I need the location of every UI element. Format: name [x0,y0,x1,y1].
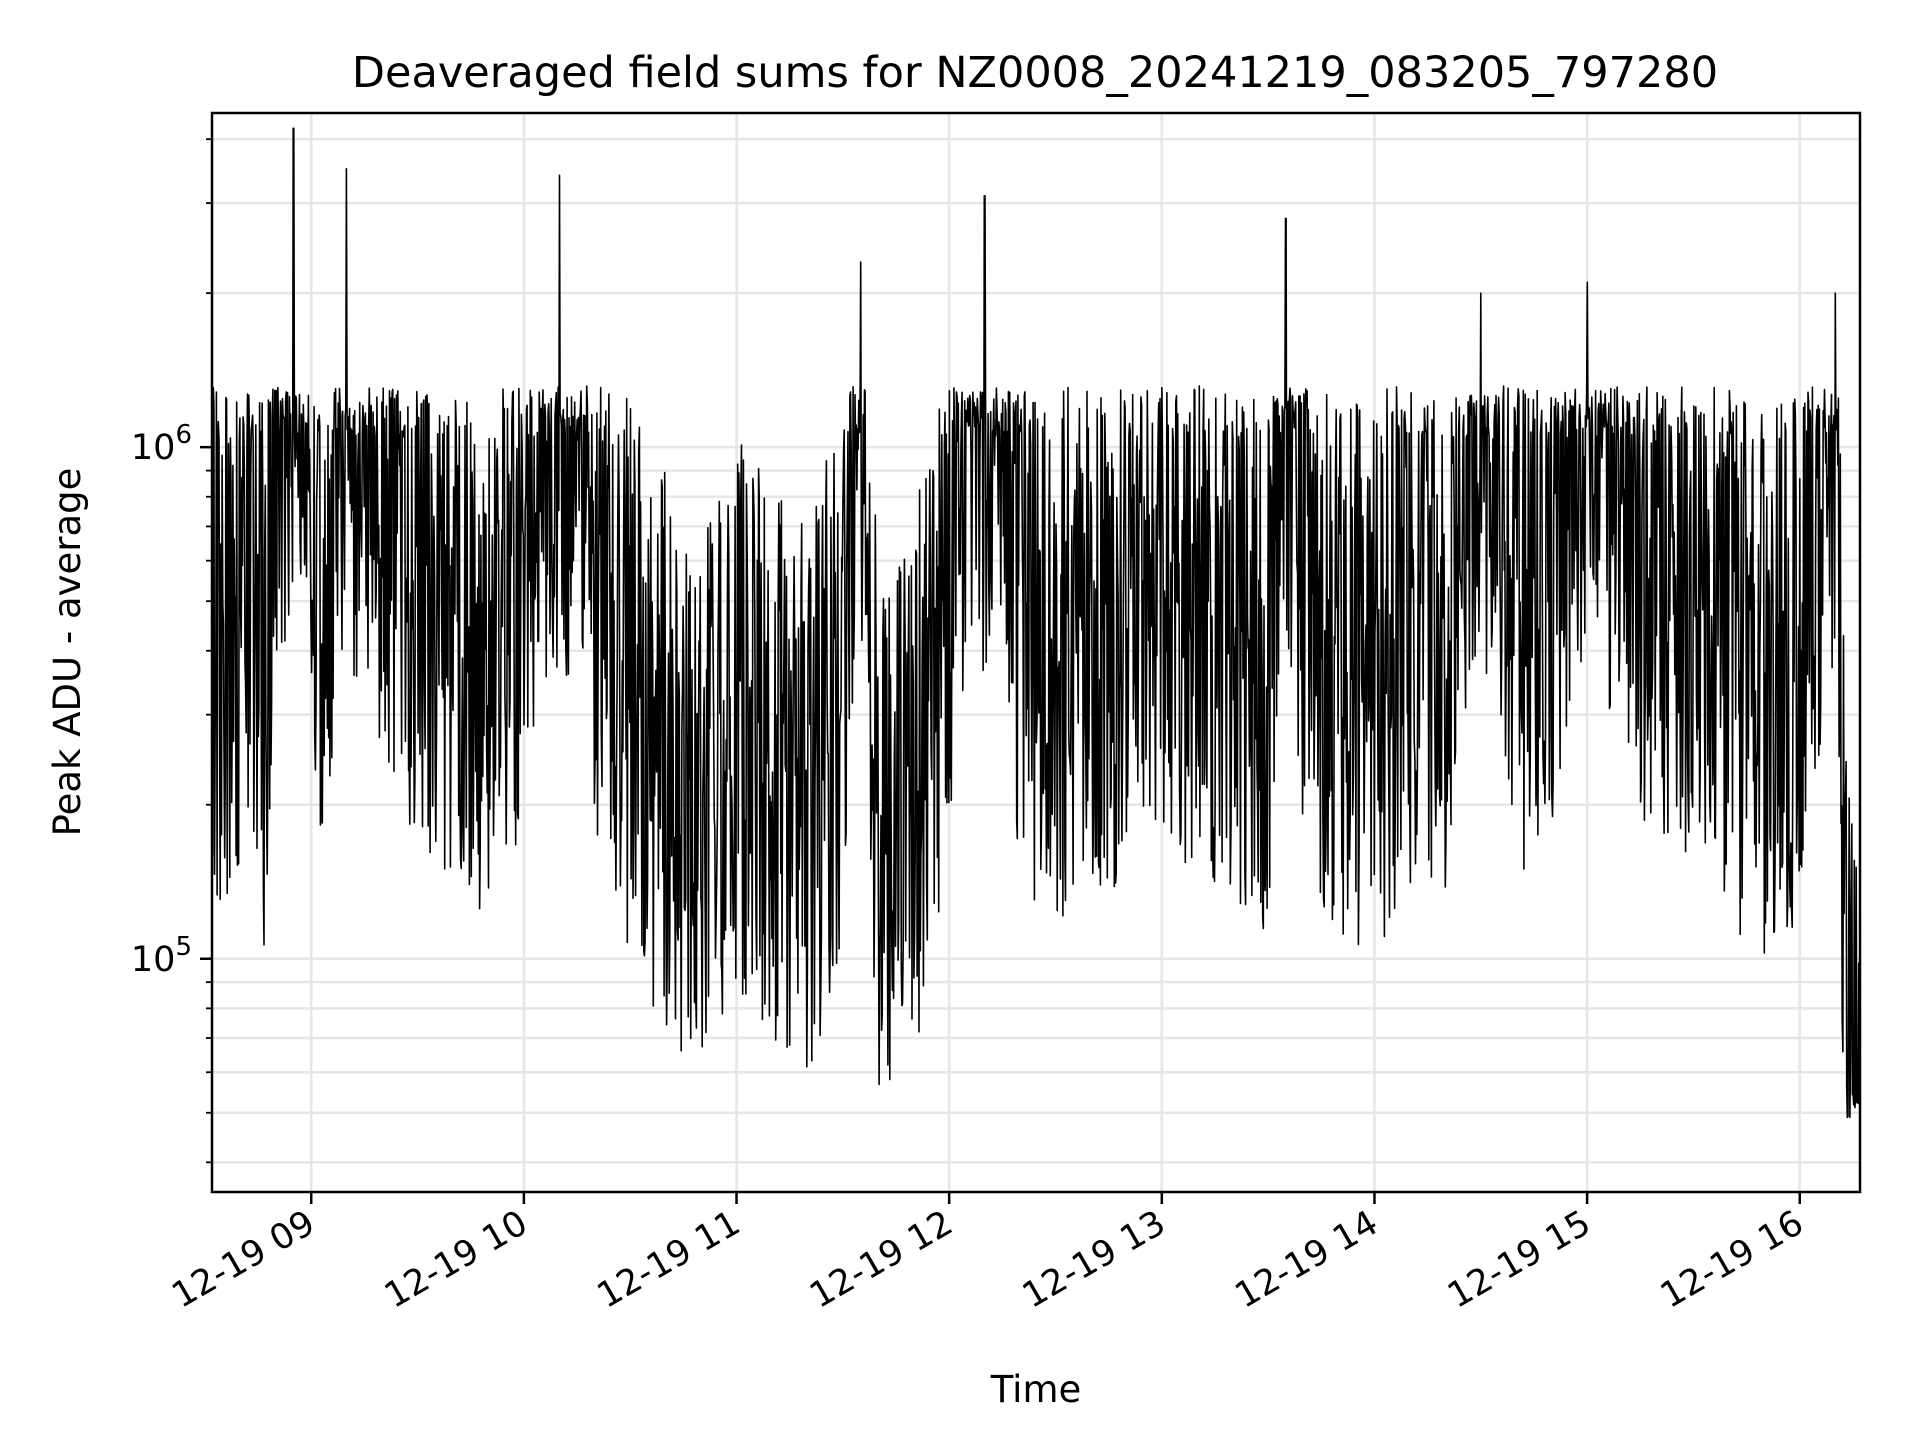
x-tick-label: 12-19 14 [1229,1203,1385,1316]
y-tick-labels: 105 106 [131,420,192,980]
x-tick-label: 12-19 09 [165,1203,321,1316]
x-tick-label: 12-19 16 [1654,1203,1810,1316]
y-tick-label: 106 [131,420,192,468]
x-tick-label: 12-19 13 [1016,1203,1172,1316]
y-axis-label: Peak ADU - average [46,468,89,837]
x-tick-labels: 12-19 09 12-19 10 12-19 11 12-19 12 12-19 13… [165,1203,1810,1316]
chart-title: Deaveraged field sums for NZ0008_2024121… [352,48,1718,98]
plot-frame [210,111,1862,1194]
x-tick-label: 12-19 10 [378,1203,534,1316]
y-tick-label: 105 [131,932,192,980]
x-tick-label: 12-19 12 [803,1203,959,1316]
series-line [211,127,1861,1119]
x-axis-label: Time [990,1368,1082,1411]
x-tick-label: 12-19 15 [1441,1203,1597,1316]
x-tick-label: 12-19 11 [591,1203,747,1316]
